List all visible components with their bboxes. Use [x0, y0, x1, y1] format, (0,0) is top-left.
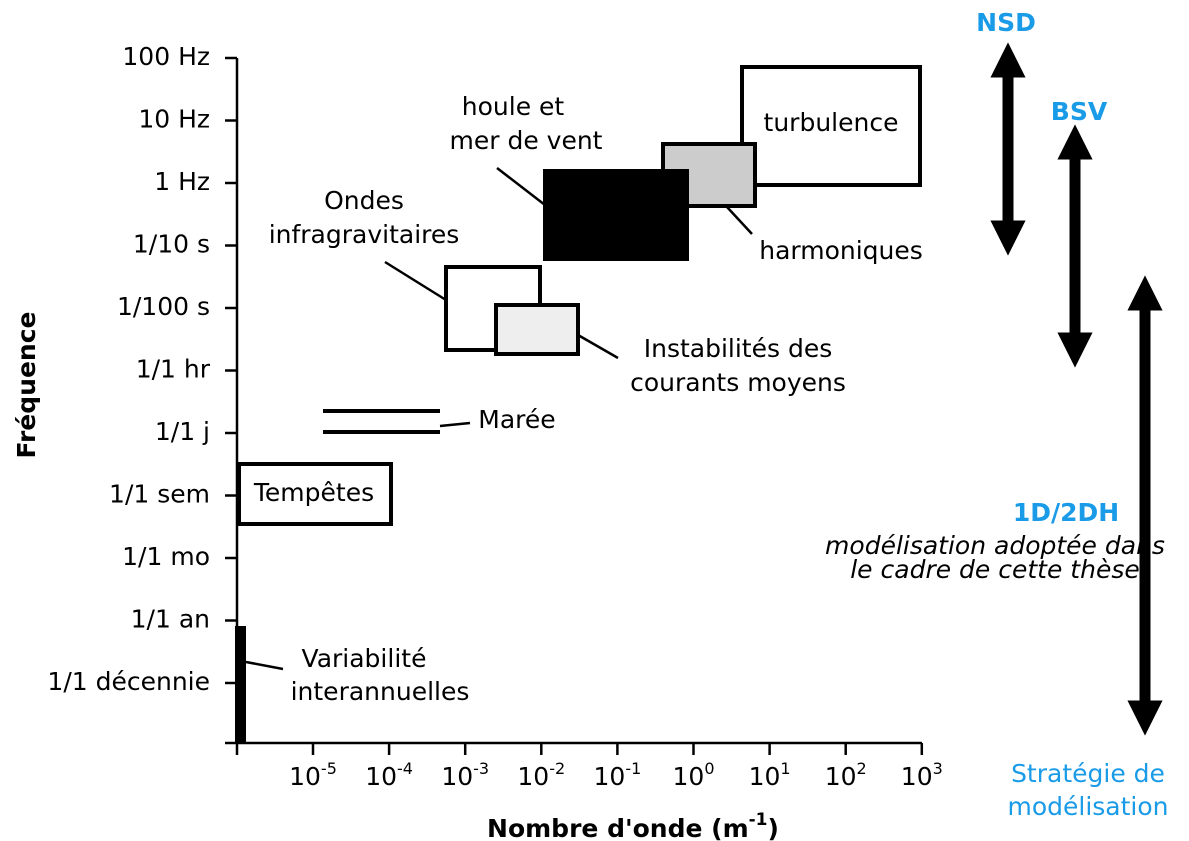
y-tick-label: 1/1 hr [136, 355, 211, 384]
leader [245, 660, 284, 671]
houle-box [543, 169, 689, 261]
strategies [990, 42, 1163, 736]
regions [235, 65, 922, 744]
x-tick-label: 100 [673, 759, 715, 792]
strategy-note: modélisation adoptée dans [825, 531, 1165, 560]
tick-base: 10 [365, 762, 397, 791]
strategy-label: NSD [976, 8, 1036, 37]
tick-base: 10 [517, 762, 549, 791]
region-label: courants moyens [630, 368, 846, 397]
tick-base: 10 [825, 762, 857, 791]
tick-exponent: -2 [549, 759, 565, 778]
x-title: Nombre d'onde (m-1) [487, 810, 779, 841]
tick-base: 10 [749, 762, 781, 791]
tick-exponent: -4 [397, 759, 413, 778]
tick-base: 10 [673, 762, 705, 791]
leader [384, 260, 447, 302]
region-label: Tempêtes [253, 478, 374, 507]
tick-base: 10 [441, 762, 473, 791]
region-label: Ondes [324, 186, 404, 215]
region-label: Instabilités des [644, 334, 833, 363]
x-tick-label: 101 [749, 759, 791, 792]
tick-exponent: -3 [473, 759, 489, 778]
leader [439, 421, 471, 428]
turbulence-box [740, 65, 922, 187]
region-label: Variabilité [302, 644, 427, 673]
strategy-label: 1D/2DH [1013, 498, 1119, 527]
region-label: turbulence [764, 108, 899, 137]
x-tick-label: 102 [825, 759, 867, 792]
tick-exponent: 3 [933, 759, 943, 778]
region-label: Marée [478, 405, 555, 434]
y-tick-label: 1/10 s [133, 230, 210, 259]
y-tick-label: 1/1 j [155, 417, 210, 446]
tick-exponent: 1 [780, 759, 790, 778]
leader [577, 333, 619, 360]
y-tick-label: 1/100 s [117, 292, 210, 321]
leader [496, 167, 546, 206]
x-tick-label: 103 [901, 759, 943, 792]
caption: Stratégie de [1011, 759, 1165, 788]
y-tick-label: 1/1 décennie [47, 667, 210, 696]
tick-base: 10 [289, 762, 321, 791]
tempetes-box [237, 462, 393, 526]
region-label: harmoniques [759, 236, 923, 265]
tick-base: 10 [594, 762, 626, 791]
strategy-note: le cadre de cette thèse [850, 555, 1140, 584]
y-tick-label: 1/1 mo [122, 542, 210, 571]
x-tick-label: 10-1 [594, 759, 642, 792]
x-tick-label: 10-2 [517, 759, 565, 792]
tick-exponent: 2 [857, 759, 867, 778]
region-label: mer de vent [450, 126, 603, 155]
x-tick-label: 10-3 [441, 759, 489, 792]
y-tick-label: 1 Hz [154, 167, 210, 196]
leader [726, 206, 753, 235]
region-label: houle et [462, 92, 565, 121]
strategy-label: BSV [1051, 97, 1108, 126]
tick-exponent: -1 [625, 759, 641, 778]
tick-exponent: 0 [704, 759, 714, 778]
y-tick-label: 1/1 sem [109, 480, 210, 509]
region-label: infragravitaires [269, 220, 460, 249]
tick-base: 10 [901, 762, 933, 791]
y-tick-label: 10 Hz [138, 105, 210, 134]
region-label: interannuelles [291, 677, 470, 706]
caption: modélisation [1007, 792, 1168, 821]
y-title: Fréquence [12, 312, 41, 459]
instabilites-box [494, 303, 580, 356]
variabilite-bar [235, 626, 246, 744]
x-tick-label: 10-4 [365, 759, 413, 792]
tick-exponent: -5 [321, 759, 337, 778]
y-tick-label: 100 Hz [122, 42, 210, 71]
y-tick-label: 1/1 an [131, 605, 210, 634]
x-tick-label: 10-5 [289, 759, 337, 792]
